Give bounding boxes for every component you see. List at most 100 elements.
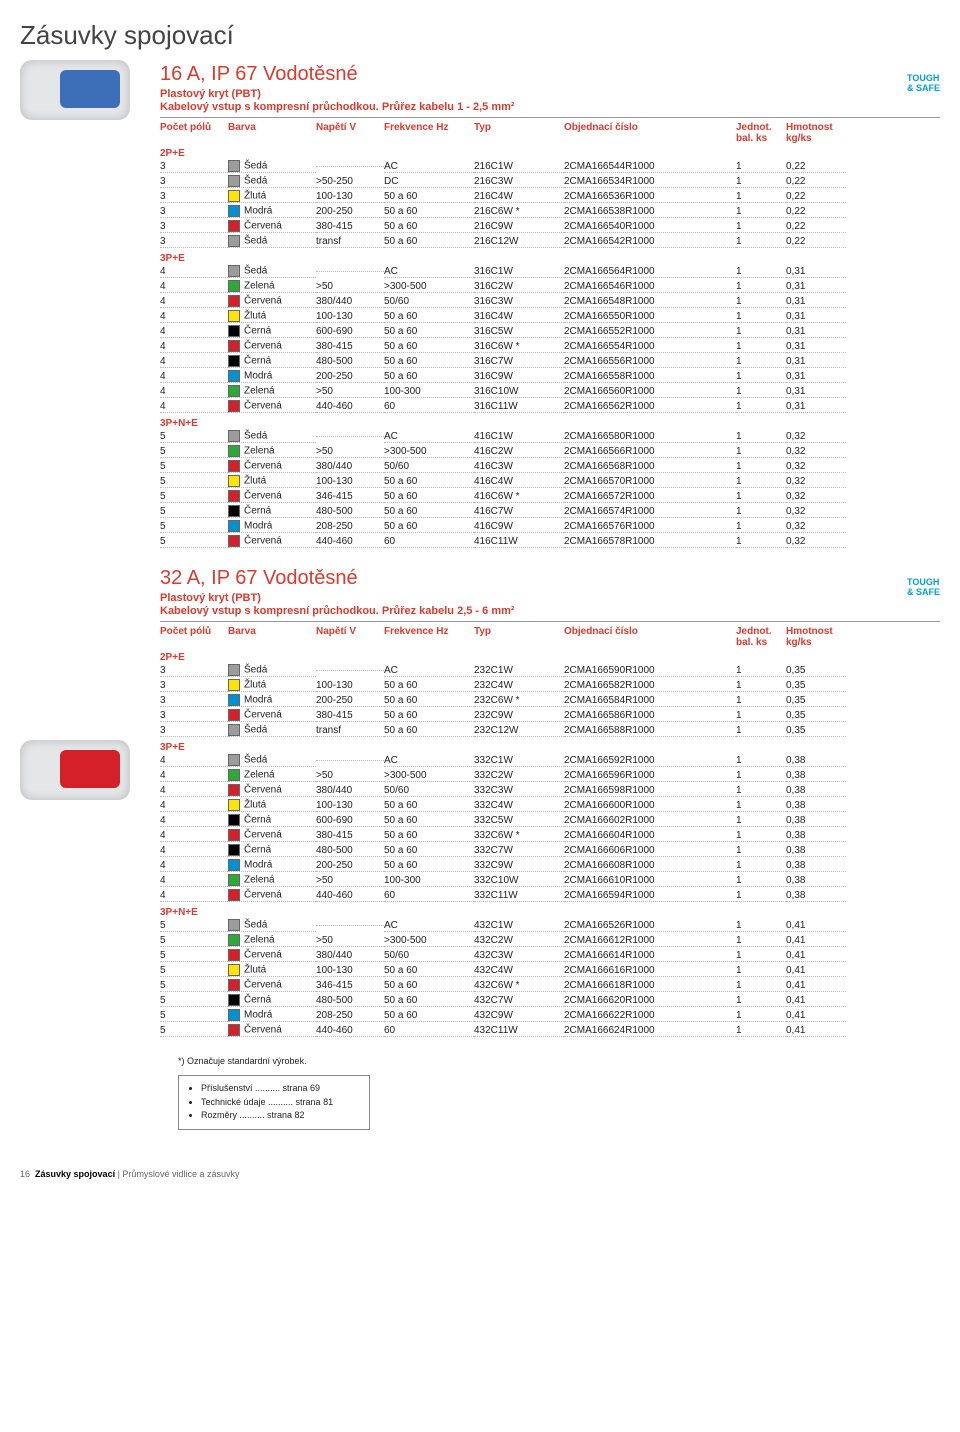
cell: 1: [736, 830, 786, 842]
cell: 1: [736, 935, 786, 947]
cell: 2CMA166572R1000: [564, 491, 736, 503]
cell: 50 a 60: [384, 356, 474, 368]
cell: 5: [160, 980, 228, 992]
table-row: 3Žlutá100-13050 a 60216C4W2CMA166536R100…: [160, 189, 940, 204]
table-row: 3Modrá200-25050 a 60232C6W *2CMA166584R1…: [160, 693, 940, 708]
section: 32 A, IP 67 VodotěsnéPlastový kryt (PBT)…: [160, 567, 940, 1038]
cell: 380/440: [316, 296, 384, 308]
col-weight: Hmotnost kg/ks: [786, 122, 846, 144]
col-order: Objednací číslo: [564, 122, 736, 144]
cell: [316, 271, 384, 272]
cell: Zelená: [228, 874, 316, 887]
cell: 0,32: [786, 536, 846, 548]
cell: 1: [736, 341, 786, 353]
cell: Červená: [228, 709, 316, 722]
section-title: 32 A, IP 67 Vodotěsné: [160, 567, 940, 590]
cell: 316C11W: [474, 401, 564, 413]
cell: 1: [736, 176, 786, 188]
cell: 2CMA166556R1000: [564, 356, 736, 368]
cell: 5: [160, 536, 228, 548]
cell: 100-300: [384, 386, 474, 398]
cell: 216C9W: [474, 221, 564, 233]
cell: 5: [160, 995, 228, 1007]
group-label: 3P+E: [160, 253, 940, 264]
cell: 216C4W: [474, 191, 564, 203]
cell: 1: [736, 446, 786, 458]
cell: 50 a 60: [384, 506, 474, 518]
table-row: 4Zelená>50>300-500332C2W2CMA166596R10001…: [160, 768, 940, 783]
cell: 50/60: [384, 461, 474, 473]
cell: 100-300: [384, 875, 474, 887]
cell: 50 a 60: [384, 845, 474, 857]
cell: Červená: [228, 295, 316, 308]
cell: Zelená: [228, 385, 316, 398]
cell: [316, 925, 384, 926]
cell: 1: [736, 161, 786, 173]
cell: 3: [160, 221, 228, 233]
cell: 0,38: [786, 890, 846, 902]
cell: 0,41: [786, 920, 846, 932]
cell: 3: [160, 176, 228, 188]
cell: 480-500: [316, 845, 384, 857]
col-color: Barva: [228, 626, 316, 648]
cell: 50 a 60: [384, 341, 474, 353]
cell: Šedá: [228, 919, 316, 932]
cell: 4: [160, 845, 228, 857]
col-freq: Frekvence Hz: [384, 122, 474, 144]
product-image: [20, 740, 130, 800]
cell: 1: [736, 710, 786, 722]
cell: 2CMA166616R1000: [564, 965, 736, 977]
cell: Modrá: [228, 520, 316, 533]
table-row: 4Červená380-41550 a 60332C6W *2CMA166604…: [160, 828, 940, 843]
cell: 50 a 60: [384, 980, 474, 992]
cell: 0,22: [786, 191, 846, 203]
cell: 2CMA166620R1000: [564, 995, 736, 1007]
table-row: 5Červená380/44050/60416C3W2CMA166568R100…: [160, 459, 940, 474]
cell: Modrá: [228, 859, 316, 872]
cell: Žlutá: [228, 310, 316, 323]
cell: 0,38: [786, 830, 846, 842]
cell: 316C10W: [474, 386, 564, 398]
cell: 2CMA166584R1000: [564, 695, 736, 707]
cell: 380/440: [316, 785, 384, 797]
table-row: 3Červená380-41550 a 60216C9W2CMA166540R1…: [160, 219, 940, 234]
cell: 60: [384, 890, 474, 902]
cell: 0,22: [786, 221, 846, 233]
section-sub1: Plastový kryt (PBT): [160, 88, 940, 100]
cell: 316C6W *: [474, 341, 564, 353]
cell: 1: [736, 311, 786, 323]
cell: 2CMA166574R1000: [564, 506, 736, 518]
table-row: 3Šedátransf50 a 60216C12W2CMA166542R1000…: [160, 234, 940, 249]
cell: 2CMA166560R1000: [564, 386, 736, 398]
cell: 0,31: [786, 296, 846, 308]
cell: 0,31: [786, 371, 846, 383]
cell: 200-250: [316, 695, 384, 707]
cell: Zelená: [228, 769, 316, 782]
cell: 2CMA166614R1000: [564, 950, 736, 962]
cell: Šedá: [228, 175, 316, 188]
cell: 480-500: [316, 995, 384, 1007]
cell: 1: [736, 476, 786, 488]
cell: 440-460: [316, 536, 384, 548]
cell: 4: [160, 311, 228, 323]
cell: 2CMA166546R1000: [564, 281, 736, 293]
cell: 5: [160, 506, 228, 518]
cell: 2CMA166562R1000: [564, 401, 736, 413]
cell: 0,41: [786, 1010, 846, 1022]
cell: [316, 760, 384, 761]
cell: 1: [736, 356, 786, 368]
cell: Šedá: [228, 160, 316, 173]
cell: 50 a 60: [384, 680, 474, 692]
cell: 432C2W: [474, 935, 564, 947]
cell: 2CMA166592R1000: [564, 755, 736, 767]
cell: Červená: [228, 460, 316, 473]
cell: 1: [736, 860, 786, 872]
cell: 3: [160, 161, 228, 173]
table-row: 4Červená380-41550 a 60316C6W *2CMA166554…: [160, 339, 940, 354]
cell: 4: [160, 860, 228, 872]
cell: 346-415: [316, 491, 384, 503]
cell: 432C4W: [474, 965, 564, 977]
cell: 4: [160, 785, 228, 797]
cell: 2CMA166580R1000: [564, 431, 736, 443]
cell: Šedá: [228, 265, 316, 278]
